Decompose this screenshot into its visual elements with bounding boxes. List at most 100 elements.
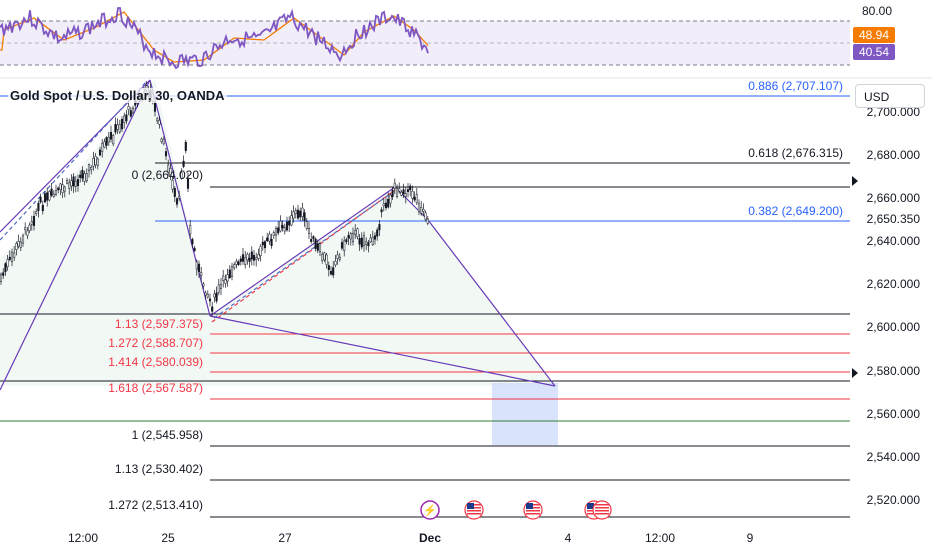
candle-body [204,292,207,296]
candle-body [255,257,258,260]
candle-body [270,238,273,246]
candle-body [202,283,205,287]
candle-body [285,221,289,231]
flag-stripe [467,510,481,512]
candle-body [96,158,99,166]
candle-body [307,227,311,234]
candle-body [387,198,390,208]
candle-body [164,151,168,157]
candle-body [158,120,161,125]
candle-body [63,186,66,192]
price-tick-label: 2,660.000 [867,191,921,205]
candle-body [39,196,42,203]
candle-body [206,293,209,298]
price-tick-label: 2,580.000 [867,364,921,378]
candle-body [417,203,421,213]
fib-extension-label: 1.272 (2,513.410) [108,498,203,512]
rsi-ma-value-tag: 40.54 [853,44,895,60]
candle-body [105,137,108,146]
candle-body [277,227,280,234]
candle-body [281,224,284,229]
pattern-leg [209,315,556,387]
candle-body [222,275,225,281]
candle-body [182,160,185,167]
candle-body [90,166,93,170]
flash-event-icon[interactable]: ⚡ [420,500,440,520]
candle-body [109,132,113,140]
price-tick-label: 2,620.000 [867,277,921,291]
candle-body [193,247,196,252]
candle-body [332,267,335,276]
candle-body [0,274,3,282]
flag-stripe [526,510,540,512]
candle-body [343,240,346,251]
us-flag-event-icon[interactable] [584,500,612,520]
candle-body [252,254,256,261]
candle-body [19,241,22,248]
candle-body [197,263,201,273]
rsi-value-tag: 48.94 [853,27,895,43]
time-tick-label: 9 [747,531,754,545]
price-tick-label: 2,650.350 [867,212,921,226]
candle-body [24,227,27,231]
time-tick-label: 27 [278,531,292,545]
candle-body [305,221,308,229]
candle-body [189,225,192,235]
candle-body [191,239,194,245]
candle-body [76,179,80,186]
candle-body [8,256,11,260]
pattern-leg [0,79,151,391]
candle-body [131,107,135,114]
candle-body [167,164,170,173]
pattern-leg [427,219,556,387]
candle-body [336,254,339,259]
us-flag-event-icon[interactable] [464,500,484,520]
candle-body [200,272,203,276]
currency-button[interactable]: USD [855,84,925,108]
candle-body [83,173,86,182]
candle-body [354,230,357,235]
fib-extension-label: 1.618 (2,567.587) [108,381,203,395]
candle-body [340,242,344,249]
event-markers[interactable]: ⚡ [420,500,612,520]
candle-body [79,174,82,178]
pattern-leg [0,81,147,241]
candle-body [327,265,330,270]
candle-body [180,172,183,179]
us-flag-event-icon[interactable] [523,500,543,520]
candle-body [404,193,407,197]
candle-body [334,260,337,266]
candle-body [402,189,405,195]
pattern-leg [213,193,391,319]
candle-body [68,182,71,189]
candle-body [156,118,159,122]
candle-body [382,203,385,207]
candle-body [118,124,121,133]
price-tick-label: 2,700.000 [867,105,921,119]
candle-body [369,237,372,243]
candle-body [219,284,223,289]
fib-label: 0.618 (2,676.315) [748,146,843,160]
candle-body [123,115,126,123]
candle-body [65,180,69,184]
candle-body [321,253,324,261]
candle-body [358,238,361,245]
candle-body [329,270,333,275]
fib-extension-label: 1 (2,545.958) [132,428,203,442]
candle-body [173,188,176,197]
candle-body [224,279,227,284]
candle-body [266,237,269,242]
symbol-legend[interactable]: Gold Spot / U.S. Dollar, 30, OANDA [8,88,227,103]
candle-body [59,183,62,190]
price-tick-label: 2,640.000 [867,234,921,248]
candle-body [299,210,302,218]
candle-body [398,188,401,192]
candle-body [303,212,306,222]
candle-body [409,185,412,191]
candle-body [376,229,379,237]
candle-body [244,257,247,265]
candle-body [46,192,49,201]
price-tick-label: 2,520.000 [867,493,921,507]
flag-canton [587,503,594,509]
